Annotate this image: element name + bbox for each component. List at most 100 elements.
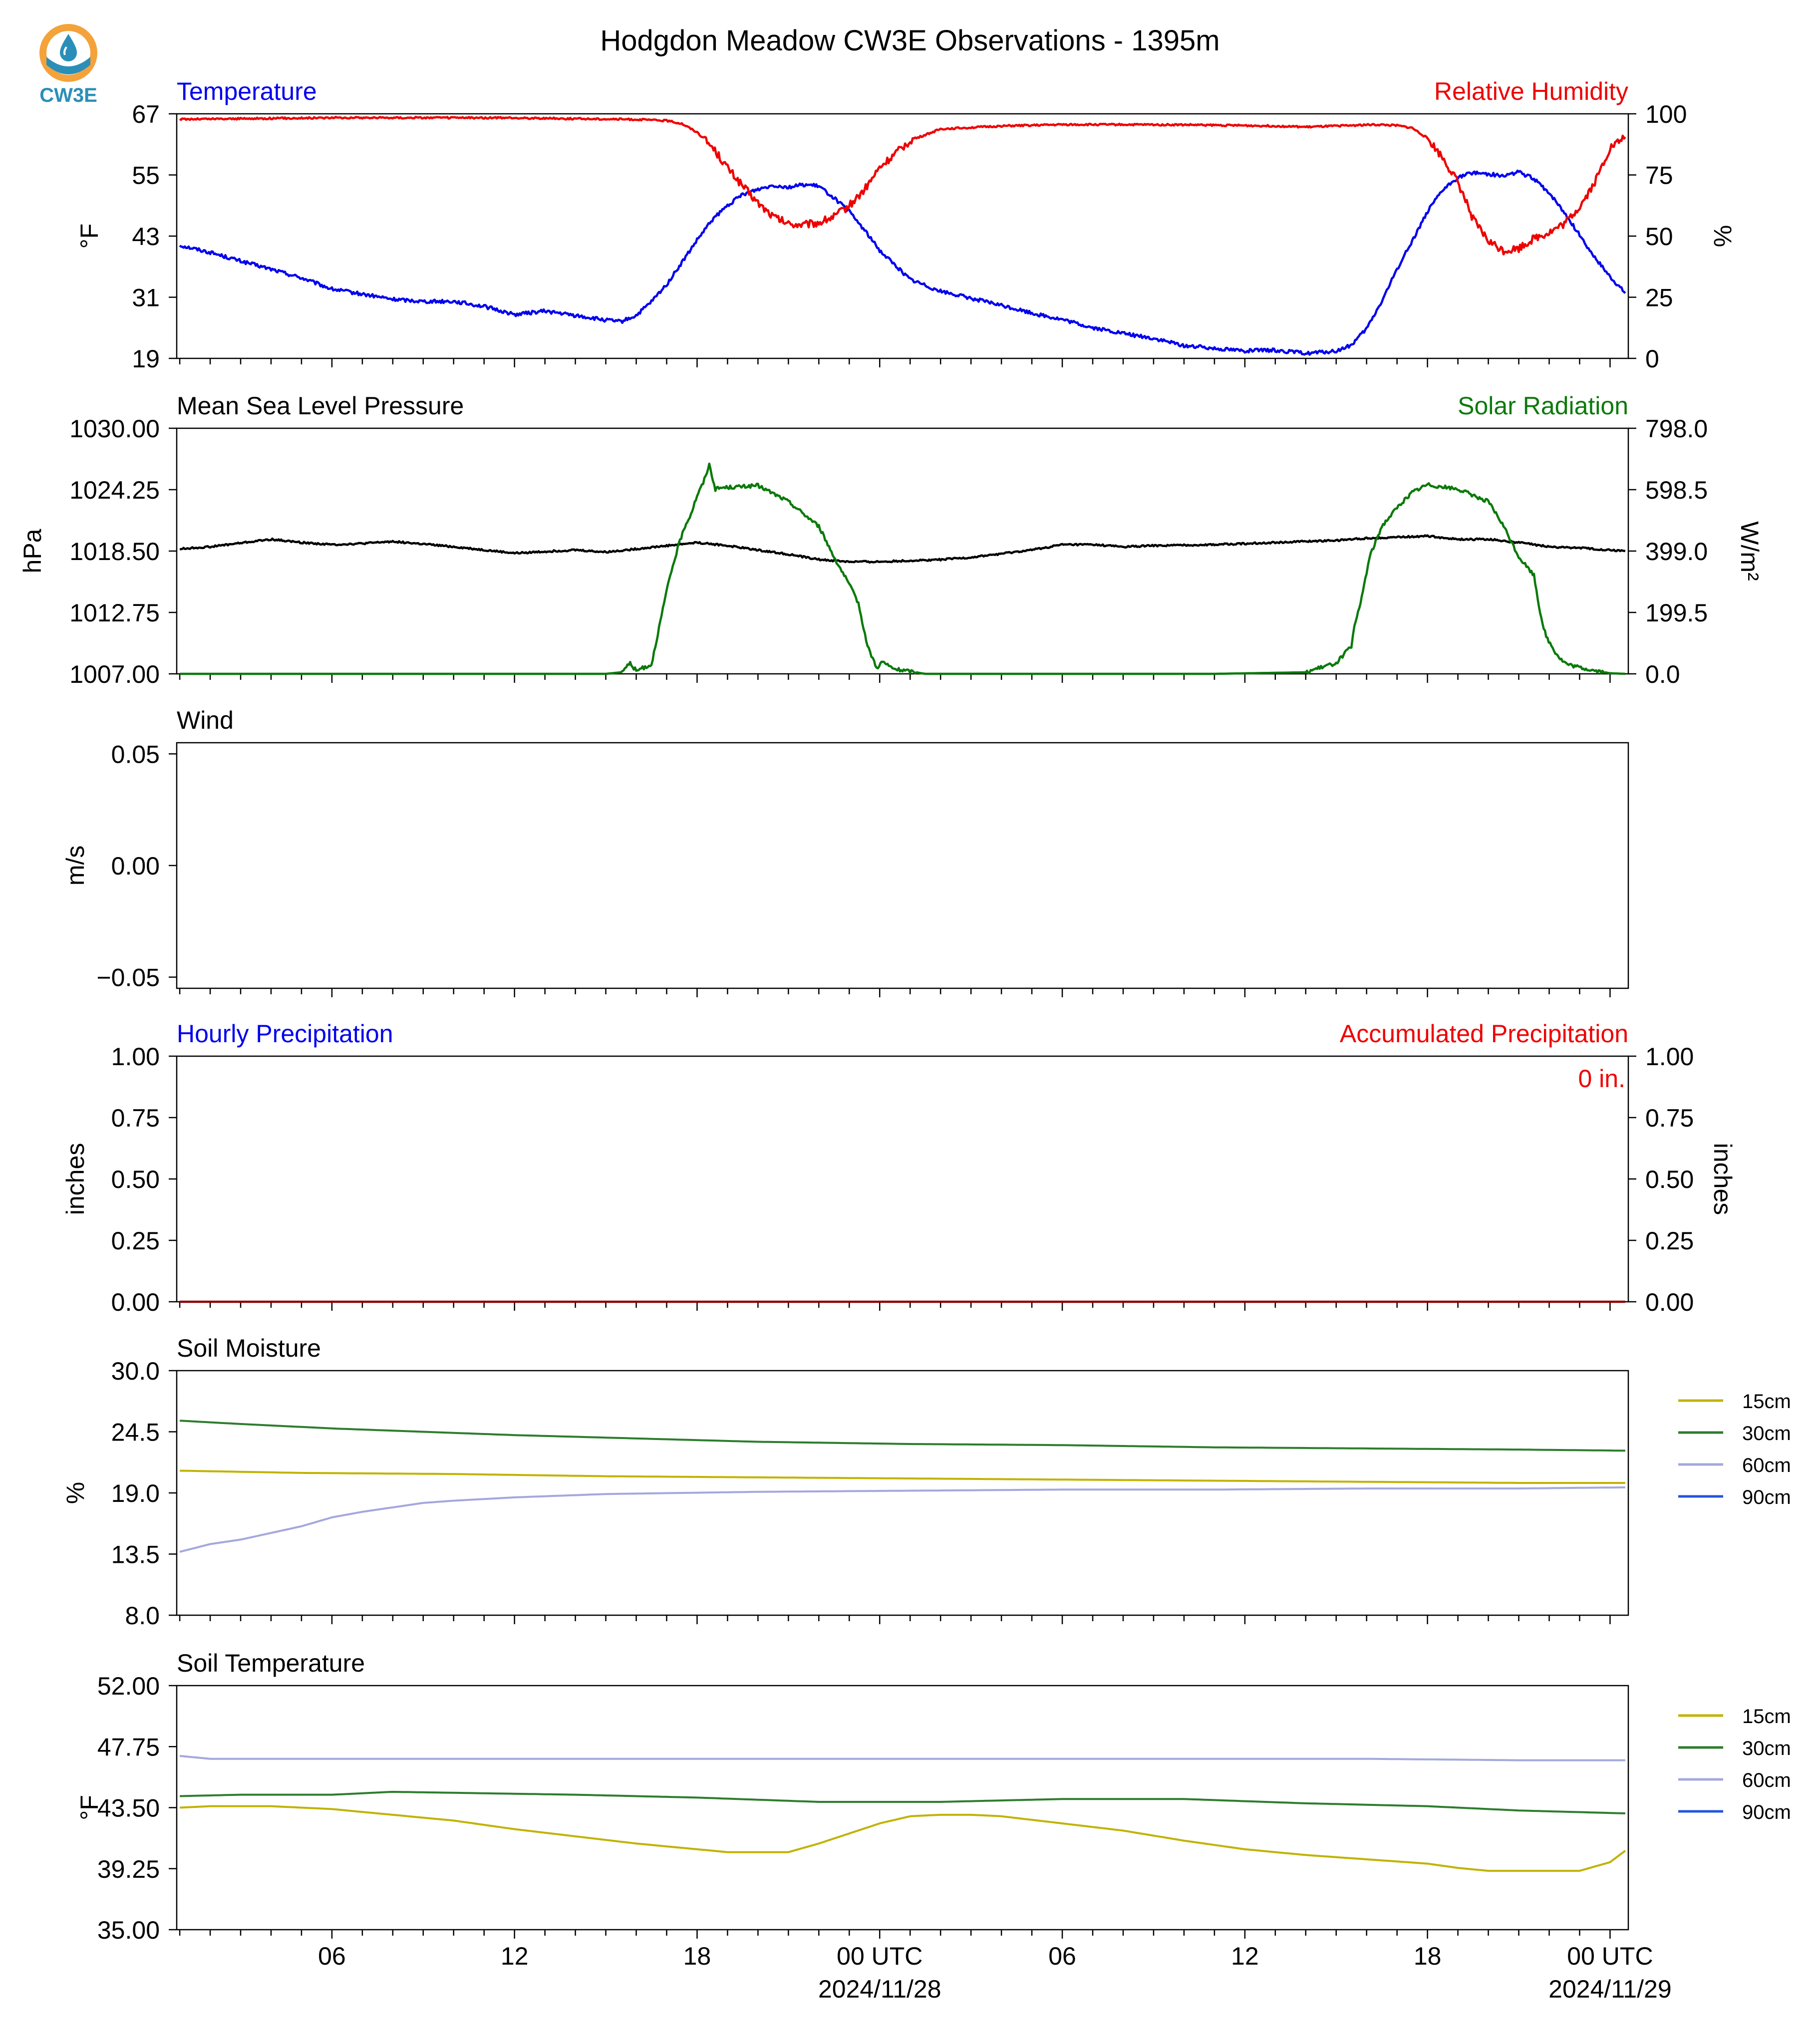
legend-label-30cm: 30cm xyxy=(1742,1738,1791,1759)
x-tick-label: 18 xyxy=(683,1942,711,1970)
logo-text: CW3E xyxy=(39,84,97,106)
y-tick-label-left: 31 xyxy=(132,284,160,312)
x-tick-label: 06 xyxy=(318,1942,346,1970)
y-axis-label-left: °F xyxy=(75,1795,103,1820)
plot-frame xyxy=(176,113,1629,359)
y-tick-label-right: 0.25 xyxy=(1645,1227,1694,1255)
panel-title-right: Relative Humidity xyxy=(1434,77,1628,105)
y-tick-label-left: 0.25 xyxy=(111,1227,160,1255)
y-tick-label-right: 1.00 xyxy=(1645,1043,1694,1071)
panel-temperature: Temperature Relative Humidity 67 55 43 31 19 10… xyxy=(75,77,1737,373)
y-tick-label-left: 0.00 xyxy=(111,852,160,880)
y-tick-label-left: 35.00 xyxy=(97,1916,160,1944)
legend-label-15cm: 15cm xyxy=(1742,1706,1791,1728)
series-line-15cm xyxy=(180,1805,1626,1872)
y-tick-label-left: 52.00 xyxy=(97,1672,160,1700)
y-axis-label-left: m/s xyxy=(61,846,89,886)
series-line-60cm xyxy=(179,1754,1625,1761)
series-line-solar-radiation xyxy=(180,462,1625,675)
y-tick-label-left: 8.0 xyxy=(125,1602,160,1630)
y-axis-label-right: W/m² xyxy=(1736,521,1764,580)
accumulated-total-label: 0 in. xyxy=(1578,1065,1625,1093)
panel-title-left: Hourly Precipitation xyxy=(177,1020,393,1048)
y-tick-label-left: 67 xyxy=(132,100,160,128)
series-line-mean-sea-level-pressure xyxy=(179,534,1626,564)
y-tick-label-left: 0.75 xyxy=(111,1104,160,1132)
y-tick-label-right: 0.00 xyxy=(1645,1288,1694,1316)
x-tick-label: 06 xyxy=(1048,1942,1076,1970)
series-line-temperature xyxy=(179,169,1626,356)
x-tick-label: 12 xyxy=(1231,1942,1259,1970)
panel-soil-moisture: Soil Moisture 30.0 24.5 19.0 13.5 8.0% 15cm 30c… xyxy=(61,1334,1791,1630)
y-tick-label-right: 798.0 xyxy=(1645,415,1708,443)
plot-frame xyxy=(176,1055,1629,1303)
x-date-label: 2024/11/28 xyxy=(818,1975,941,2003)
plot-frame xyxy=(176,742,1629,989)
y-tick-label-right: 399.0 xyxy=(1645,538,1708,566)
series-line-60cm xyxy=(179,1486,1625,1553)
y-tick-label-right: 75 xyxy=(1645,162,1673,190)
y-tick-label-left: 13.5 xyxy=(111,1541,160,1569)
series-line-30cm xyxy=(179,1420,1625,1452)
y-tick-label-left: −0.05 xyxy=(96,964,160,992)
legend-label-90cm: 90cm xyxy=(1742,1486,1791,1508)
y-tick-label-left: 30.0 xyxy=(111,1357,160,1385)
y-tick-label-left: 19 xyxy=(132,345,160,373)
y-tick-label-left: 1018.50 xyxy=(69,538,160,566)
y-tick-label-right: 50 xyxy=(1645,223,1673,251)
y-tick-label-right: 598.5 xyxy=(1645,476,1708,504)
legend-label-15cm: 15cm xyxy=(1742,1391,1791,1413)
cw3e-logo: CW3E xyxy=(31,17,106,107)
legend-label-60cm: 60cm xyxy=(1742,1769,1791,1791)
y-tick-label-right: 100 xyxy=(1645,100,1687,128)
y-axis-label-left: hPa xyxy=(18,529,46,573)
x-tick-label: 18 xyxy=(1414,1942,1442,1970)
panel-title-right: Accumulated Precipitation xyxy=(1340,1020,1628,1048)
panel-title-left: Temperature xyxy=(177,77,317,105)
x-tick-label: 12 xyxy=(501,1942,529,1970)
y-tick-label-left: 19.0 xyxy=(111,1479,160,1507)
y-tick-label-right: 199.5 xyxy=(1645,599,1708,627)
panel-title-left: Wind xyxy=(177,706,234,734)
panel-title-left: Soil Moisture xyxy=(177,1334,321,1362)
panel-hourly-precipitation: Hourly Precipitation Accumulated Precipit… xyxy=(61,1020,1737,1316)
panel-soil-temperature: Soil Temperature 52.00 47.75 43.50 39.25 35.0… xyxy=(75,1649,1791,1944)
y-tick-label-right: 0.50 xyxy=(1645,1165,1694,1193)
x-date-label: 2024/11/29 xyxy=(1548,1975,1672,2003)
y-tick-label-left: 55 xyxy=(132,162,160,190)
series-line-relative-humidity xyxy=(179,115,1626,256)
y-tick-label-left: 24.5 xyxy=(111,1419,160,1447)
y-tick-label-left: 0.00 xyxy=(111,1288,160,1316)
chart-title: Hodgdon Meadow CW3E Observations - 1395m xyxy=(600,24,1219,57)
y-axis-label-left: inches xyxy=(61,1143,89,1215)
y-tick-label-right: 25 xyxy=(1645,284,1673,312)
y-tick-label-right: 0.0 xyxy=(1645,660,1680,688)
y-axis-label-right: inches xyxy=(1709,1143,1737,1215)
legend-label-90cm: 90cm xyxy=(1742,1801,1791,1823)
panel-wind: Wind 0.05 0.00 −0.05 m/s xyxy=(61,706,1629,997)
y-tick-label-left: 1007.00 xyxy=(69,660,160,688)
y-axis-label-left: % xyxy=(61,1482,89,1504)
y-tick-label-left: 1024.25 xyxy=(69,476,160,504)
x-tick-label: 00 UTC xyxy=(1567,1942,1653,1970)
series-line-15cm xyxy=(180,1469,1625,1484)
y-tick-label-left: 43 xyxy=(132,223,160,251)
series-line-30cm xyxy=(180,1790,1625,1814)
y-axis-label-right: % xyxy=(1709,225,1737,247)
cw3e-droplet-logo-icon: CW3E xyxy=(39,24,97,106)
plot-frame xyxy=(176,427,1629,675)
y-tick-label-left: 1030.00 xyxy=(69,415,160,443)
y-tick-label-right: 0 xyxy=(1645,345,1659,373)
panel-title-left: Mean Sea Level Pressure xyxy=(177,392,464,420)
legend-label-30cm: 30cm xyxy=(1742,1423,1791,1445)
y-tick-label-left: 1012.75 xyxy=(69,599,160,627)
y-axis-label-left: °F xyxy=(75,224,103,249)
legend-label-60cm: 60cm xyxy=(1742,1454,1791,1476)
y-tick-label-left: 1.00 xyxy=(111,1043,160,1071)
plot-frame xyxy=(176,1370,1629,1616)
plot-frame xyxy=(176,1685,1629,1931)
y-tick-label-right: 0.75 xyxy=(1645,1104,1694,1132)
x-tick-label: 00 UTC xyxy=(837,1942,922,1970)
y-tick-label-left: 39.25 xyxy=(97,1855,160,1883)
